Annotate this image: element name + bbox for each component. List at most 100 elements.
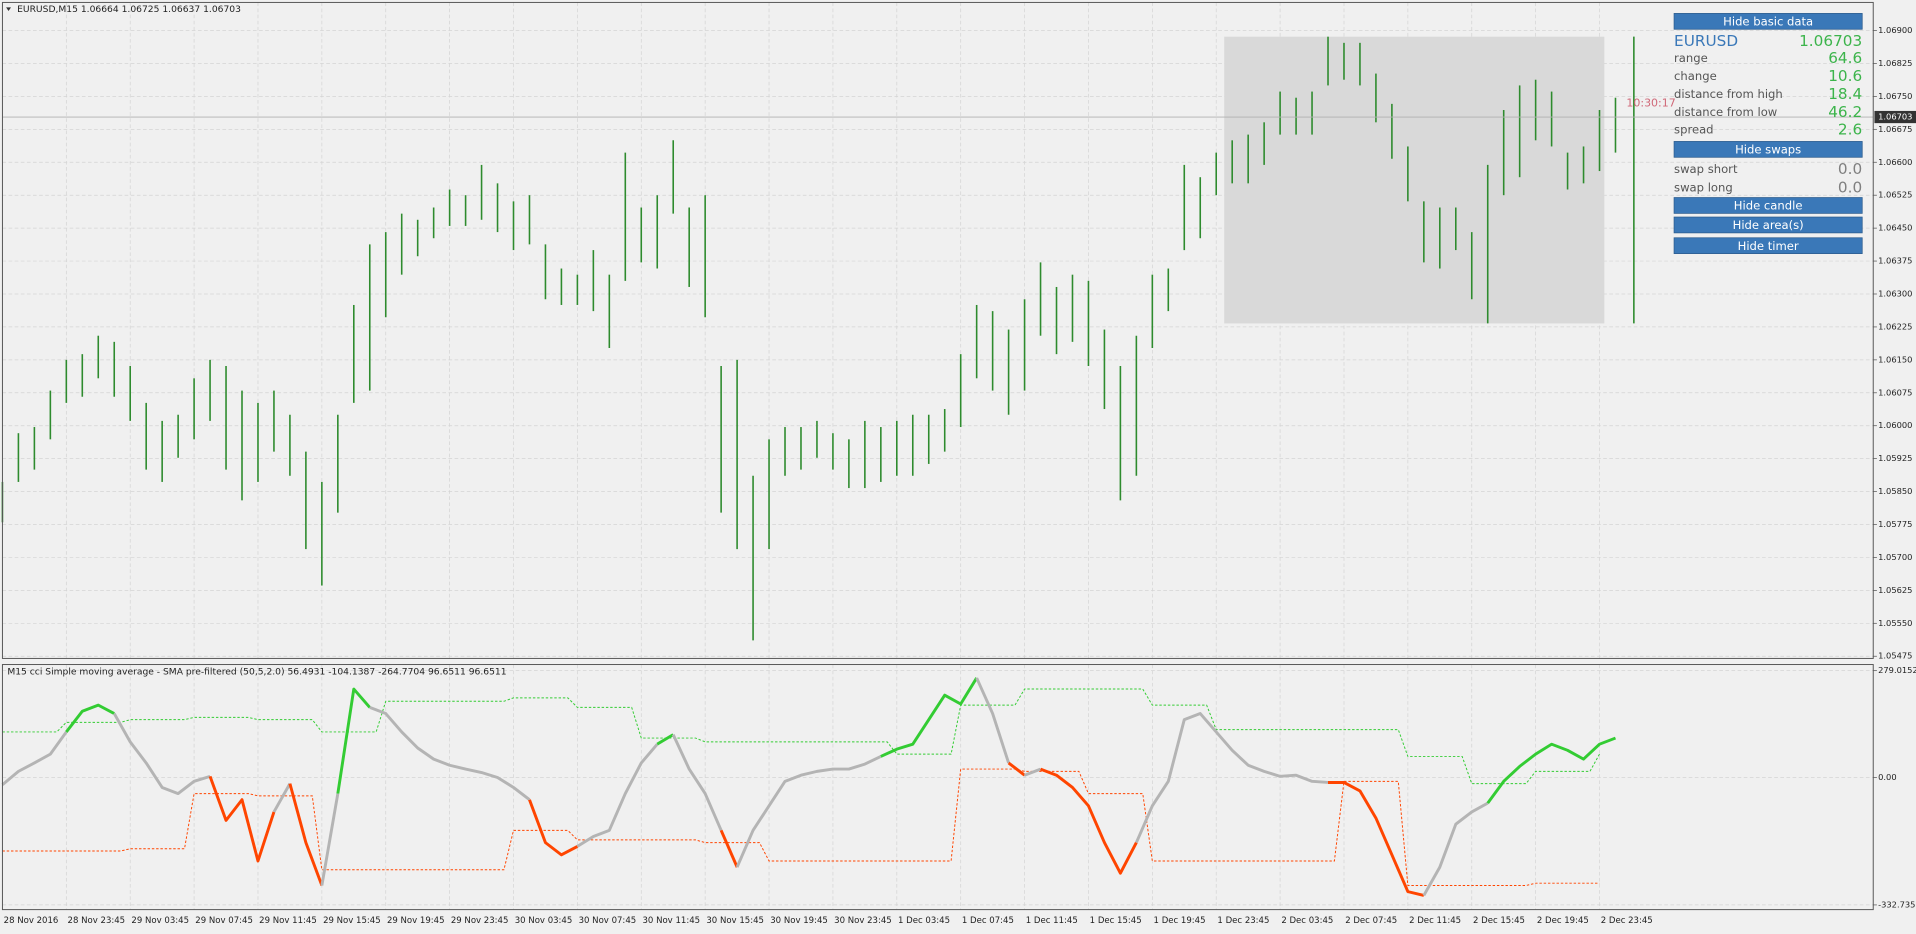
data-layer [1, 36, 1874, 897]
cci-line [1486, 736, 1617, 805]
swap-value: 0.0 [1838, 160, 1862, 178]
y-tick-label: 1.06525 [1878, 190, 1912, 200]
text-layer: 1.06900 1.06825 1.06750 1.06675 1.06600 1.065… [4, 13, 1916, 926]
y-tick-label: 1.06675 [1878, 124, 1912, 134]
y-tick-label: 1.06075 [1878, 387, 1912, 397]
swap-label: swap long [1674, 180, 1733, 194]
cci-line [65, 703, 115, 733]
cci-line [288, 783, 324, 886]
stat-label: range [1674, 51, 1708, 65]
stat-value: 2.6 [1838, 121, 1862, 139]
symbol-name: EURUSD [1674, 32, 1738, 50]
swap-value: 0.0 [1838, 178, 1862, 196]
bid-price: 1.06703 [1799, 32, 1862, 50]
cci-line [576, 743, 659, 848]
x-tick-label: 29 Nov 15:45 [323, 916, 381, 926]
cci-line [1007, 761, 1026, 777]
x-tick-label: 1 Dec 03:45 [898, 916, 950, 926]
x-tick-label: 2 Dec 07:45 [1345, 916, 1397, 926]
current-price-label: 1.06703 [1878, 112, 1912, 122]
x-tick-label: 1 Dec 19:45 [1154, 916, 1206, 926]
y-tick-label: 1.05700 [1878, 552, 1912, 562]
y-tick-label: 1.06450 [1878, 223, 1912, 233]
current-price-box [1874, 110, 1916, 124]
panel-button[interactable] [1673, 141, 1863, 158]
y-tick-label: 1.05625 [1878, 585, 1912, 595]
cci-line [272, 782, 292, 813]
cci-line [719, 829, 739, 868]
y-tick-label: 1.05475 [1878, 651, 1912, 661]
y-tick-label: 1.06000 [1878, 420, 1912, 430]
cci-line [880, 677, 978, 758]
cci-line [1024, 767, 1042, 777]
x-tick-label: 2 Dec 11:45 [1409, 916, 1461, 926]
price-frame [1, 1, 1874, 659]
timer: 10:30:17 [1626, 97, 1675, 110]
x-tick-label: 29 Nov 03:45 [131, 916, 189, 926]
panel-button[interactable] [1673, 197, 1863, 214]
x-tick-label: 30 Nov 23:45 [834, 916, 892, 926]
panel-button-label[interactable]: Hide basic data [1723, 14, 1813, 28]
cci-line [975, 677, 1010, 764]
stat-value: 10.6 [1828, 67, 1862, 85]
y-tick-label: 1.06300 [1878, 288, 1912, 298]
x-tick-label: 2 Dec 19:45 [1537, 916, 1589, 926]
x-tick-label: 29 Nov 23:45 [451, 916, 509, 926]
y-tick-label: 1.06900 [1878, 25, 1912, 35]
stat-label: distance from low [1674, 105, 1777, 119]
panel-button[interactable] [1673, 237, 1863, 254]
x-tick-label: 30 Nov 11:45 [642, 916, 700, 926]
indicator-tick-label: 0.00 [1878, 772, 1897, 782]
cci-line [1040, 767, 1138, 875]
cci-line [1422, 801, 1489, 897]
x-tick-label: 29 Nov 11:45 [259, 916, 317, 926]
panel-button-label[interactable]: Hide area(s) [1733, 218, 1804, 232]
panel-button[interactable] [1673, 216, 1863, 234]
x-tick-label: 30 Nov 07:45 [579, 916, 637, 926]
cci-line [735, 755, 882, 868]
x-tick-label: 2 Dec 03:45 [1281, 916, 1333, 926]
x-tick-label: 2 Dec 15:45 [1473, 916, 1525, 926]
x-tick-label: 29 Nov 07:45 [195, 916, 253, 926]
x-tick-label: 30 Nov 19:45 [770, 916, 828, 926]
indicator-frame [1, 664, 1874, 911]
cci-line [528, 799, 579, 857]
panel-button[interactable] [1673, 13, 1863, 30]
indicator-tick-label: 279.0152 [1878, 665, 1916, 675]
y-tick-label: 1.06825 [1878, 58, 1912, 68]
x-tick-label: 29 Nov 19:45 [387, 916, 445, 926]
y-tick-label: 1.06150 [1878, 354, 1912, 364]
stat-label: change [1674, 69, 1717, 83]
y-tick-label: 1.05925 [1878, 453, 1912, 463]
x-tick-label: 1 Dec 07:45 [962, 916, 1014, 926]
panel-button-label[interactable]: Hide candle [1734, 199, 1803, 213]
stat-label: distance from high [1674, 87, 1783, 101]
cci-line [112, 712, 211, 796]
x-tick-label: 2 Dec 23:45 [1601, 916, 1653, 926]
cci-line [320, 793, 340, 886]
symbol-header: EURUSD,M15 1.06664 1.06725 1.06637 1.067… [17, 5, 241, 15]
stat-label: spread [1674, 123, 1714, 137]
panel-button-label[interactable]: Hide swaps [1735, 142, 1801, 156]
x-tick-label: 1 Dec 23:45 [1217, 916, 1269, 926]
y-tick-label: 1.05775 [1878, 519, 1912, 529]
upper-band [2, 688, 1600, 785]
x-tick-label: 30 Nov 03:45 [515, 916, 573, 926]
cci-line [656, 733, 674, 746]
cci-line [208, 775, 276, 863]
cci-line [1, 731, 68, 786]
stat-value: 64.6 [1828, 49, 1862, 67]
panel-button-label[interactable]: Hide timer [1738, 239, 1799, 253]
stat-value: 46.2 [1828, 103, 1862, 121]
cci-line [336, 687, 371, 794]
x-tick-label: 1 Dec 11:45 [1026, 916, 1078, 926]
cci-line [671, 733, 723, 831]
cci-line [1135, 712, 1329, 844]
x-tick-label: 28 Nov 2016 [4, 916, 59, 926]
menu-arrow[interactable] [6, 7, 11, 11]
y-tick-label: 1.05850 [1878, 486, 1912, 496]
y-tick-label: 1.06750 [1878, 91, 1912, 101]
